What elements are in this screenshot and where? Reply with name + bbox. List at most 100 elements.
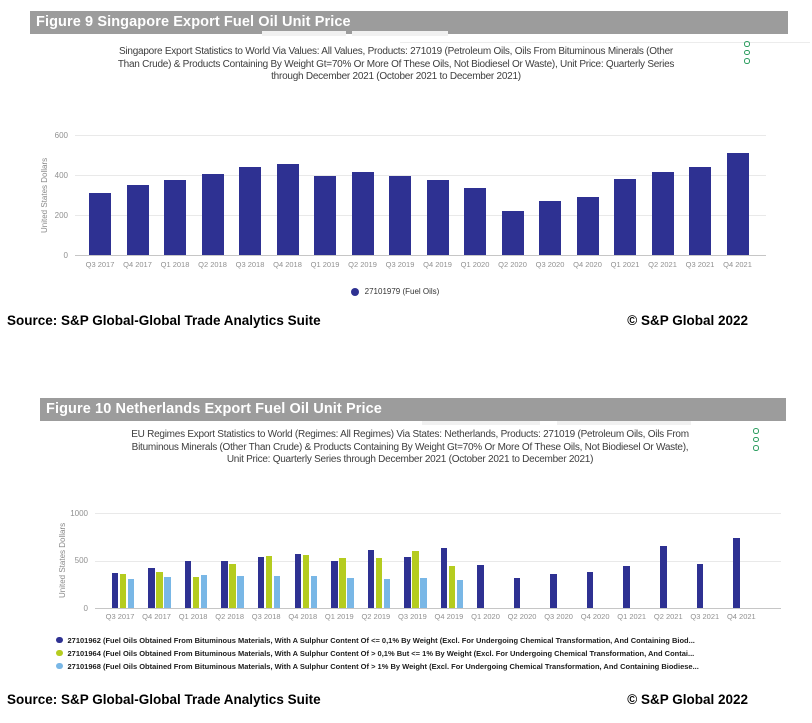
bar-q1-2021[interactable] [614, 179, 636, 255]
x-tick-label: Q2 2019 [361, 612, 391, 621]
bar-q3-2018[interactable] [257, 557, 265, 608]
figure10-legend-item: 27101964 (Fuel Oils Obtained From Bitumi… [56, 648, 694, 658]
x-tick-label: Q3 2017 [85, 260, 115, 269]
bar-q2-2021[interactable] [660, 545, 667, 608]
x-tick-label: Q1 2020 [460, 260, 490, 269]
bar-q1-2018[interactable] [200, 575, 208, 608]
bar-q4-2019[interactable] [440, 548, 448, 608]
bar-q2-2020[interactable] [501, 211, 524, 255]
bar-q4-2018[interactable] [294, 554, 301, 608]
kebab-menu-icon[interactable] [744, 41, 756, 67]
bar-q3-2017[interactable] [127, 579, 135, 608]
faded-artifact [400, 42, 810, 43]
bar-q2-2019[interactable] [367, 550, 375, 608]
legend-label-27101962: 27101962 (Fuel Oils Obtained From Bitumi… [67, 635, 695, 645]
bar-q3-2018[interactable] [265, 556, 273, 608]
x-tick-label: Q3 2018 [235, 260, 265, 269]
y-tick-label: 500 [74, 556, 88, 565]
bar-q4-2019[interactable] [426, 180, 449, 255]
bar-q3-2019[interactable] [389, 176, 411, 255]
figure10-y-axis-label: United States Dollars [58, 522, 67, 599]
x-tick-label: Q4 2017 [142, 612, 171, 621]
bar-q4-2017[interactable] [126, 185, 149, 255]
x-tick-label: Q3 2018 [251, 612, 281, 621]
figure10-legend-item: 27101962 (Fuel Oils Obtained From Bitumi… [56, 635, 695, 645]
bar-q1-2020[interactable] [464, 188, 486, 255]
bar-q2-2018[interactable] [221, 561, 228, 608]
x-tick-label: Q2 2018 [198, 260, 227, 269]
bar-q4-2021[interactable] [726, 153, 749, 255]
bar-q1-2018[interactable] [164, 180, 186, 255]
bar-q3-2020[interactable] [550, 574, 557, 608]
faded-artifact [422, 421, 540, 425]
bar-q2-2019[interactable] [375, 558, 383, 608]
figure9-legend: 27101979 (Fuel Oils) [0, 287, 790, 296]
bar-q2-2020[interactable] [513, 578, 521, 608]
faded-artifact [557, 421, 691, 425]
bar-q4-2017[interactable] [156, 571, 163, 608]
bar-q3-2017[interactable] [119, 573, 127, 608]
menu-dot [744, 58, 750, 64]
legend-marker-27101962 [56, 636, 63, 644]
x-tick-label: Q4 2020 [580, 612, 610, 621]
copyright-text: © S&P Global 2022 [627, 313, 748, 328]
x-tick-label: Q1 2020 [471, 612, 500, 621]
bar-q3-2018[interactable] [273, 576, 281, 608]
bar-q1-2020[interactable] [477, 564, 484, 608]
legend-marker-27101964 [56, 649, 63, 657]
bar-q1-2018[interactable] [192, 576, 200, 608]
legend-label-27101964: 27101964 (Fuel Oils Obtained From Bitumi… [67, 648, 695, 658]
x-tick-label: Q4 2020 [573, 260, 602, 269]
x-tick-label: Q4 2019 [423, 260, 452, 269]
legend-marker-27101968 [56, 662, 63, 670]
bar-q3-2019[interactable] [404, 556, 411, 608]
x-axis-line [95, 608, 781, 609]
x-tick-label: Q4 2021 [723, 260, 752, 269]
bar-q3-2021[interactable] [696, 563, 704, 608]
bar-q4-2020[interactable] [576, 197, 599, 255]
bar-q3-2019[interactable] [412, 551, 419, 608]
bar-q2-2018[interactable] [201, 174, 224, 255]
x-tick-label: Q2 2018 [215, 612, 245, 621]
bar-q3-2017[interactable] [111, 573, 119, 608]
bar-q1-2019[interactable] [347, 577, 354, 608]
kebab-menu-icon[interactable] [753, 428, 765, 454]
bar-q3-2018[interactable] [239, 167, 261, 255]
bar-q1-2021[interactable] [623, 565, 630, 608]
bar-q3-2020[interactable] [539, 201, 561, 255]
bar-q3-2017[interactable] [89, 193, 111, 255]
bar-q4-2018[interactable] [310, 576, 317, 608]
bar-q2-2019[interactable] [351, 172, 374, 255]
x-tick-label: Q1 2019 [310, 260, 340, 269]
gridline [75, 135, 766, 136]
x-tick-label: Q3 2020 [544, 612, 573, 621]
figure9-chart-subtitle: Singapore Export Statistics to World Via… [117, 46, 675, 83]
bar-q1-2019[interactable] [339, 558, 346, 608]
bar-q4-2020[interactable] [586, 572, 594, 608]
bar-q3-2021[interactable] [689, 167, 711, 255]
legend-marker-fuel-oils [350, 287, 359, 296]
copyright-text: © S&P Global 2022 [627, 692, 748, 707]
bar-q4-2018[interactable] [276, 164, 299, 255]
bar-q1-2018[interactable] [184, 561, 192, 608]
bar-q2-2019[interactable] [383, 579, 391, 608]
figure10-title-banner: Figure 10 Netherlands Export Fuel Oil Un… [40, 398, 786, 421]
bar-q4-2018[interactable] [302, 554, 309, 608]
bar-q1-2019[interactable] [331, 560, 338, 608]
bar-q4-2019[interactable] [456, 579, 464, 608]
bar-q4-2017[interactable] [164, 576, 171, 608]
x-tick-label: Q1 2021 [610, 260, 640, 269]
bar-q4-2019[interactable] [448, 566, 456, 608]
bar-q2-2021[interactable] [651, 172, 674, 255]
bar-q1-2019[interactable] [314, 176, 336, 255]
bar-q4-2021[interactable] [733, 537, 740, 608]
y-tick-label: 1000 [70, 508, 88, 518]
figure10-chart-subtitle: EU Regimes Export Statistics to World (R… [131, 429, 689, 466]
bar-q3-2019[interactable] [420, 577, 427, 608]
bar-q2-2018[interactable] [229, 563, 236, 608]
bar-q2-2018[interactable] [237, 576, 244, 608]
bar-q4-2017[interactable] [148, 567, 155, 608]
menu-dot [753, 445, 759, 451]
figure9-source-row: Source: S&P Global-Global Trade Analytic… [7, 313, 748, 328]
